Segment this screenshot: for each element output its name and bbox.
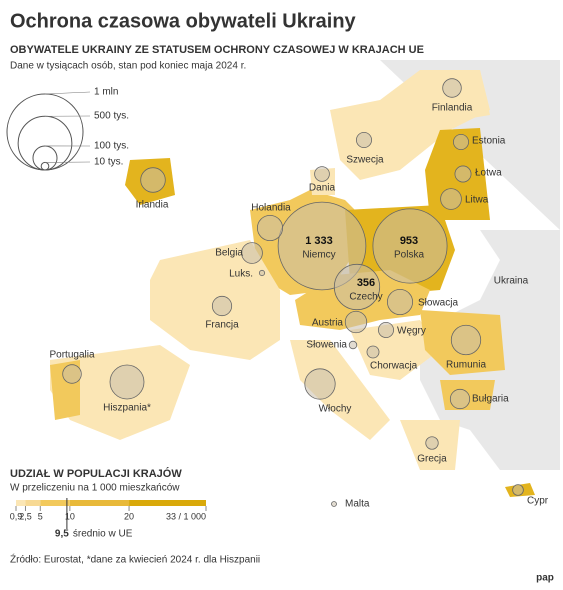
country-label: Francja: [205, 320, 239, 331]
region-label: Ukraina: [494, 276, 529, 287]
subtitle: OBYWATELE UKRAINY ZE STATUSEM OCHRONY CZ…: [10, 44, 424, 56]
country-label: Belgia: [215, 248, 243, 259]
country-label: Czechy: [349, 292, 382, 303]
scale-label: 5: [38, 511, 43, 521]
country-bubble: [314, 166, 330, 182]
title: Ochrona czasowa obywateli Ukrainy: [10, 10, 357, 32]
average-value: 9,5: [55, 529, 69, 540]
country-bubble: [512, 484, 524, 496]
country-bubble: [331, 501, 337, 507]
country-bubble: [450, 324, 482, 356]
country-bubble: [140, 167, 166, 193]
country-label: Malta: [345, 499, 370, 510]
note: Dane w tysiącach osób, stan pod koniec m…: [10, 61, 246, 72]
country-bubble: [258, 269, 266, 277]
country-bubble: [241, 242, 263, 264]
logo: pap: [536, 573, 554, 584]
scale-label: 0,9: [10, 511, 23, 521]
country-value: 1 333: [305, 235, 333, 247]
country-label: Chorwacja: [370, 361, 418, 372]
size-legend-label: 500 tys.: [94, 111, 129, 122]
country-label: Włochy: [319, 404, 352, 415]
source: Źródło: Eurostat, *dane za kwiecień 2024…: [10, 553, 260, 566]
country-value: 356: [357, 277, 375, 289]
country-bubble: [377, 321, 394, 338]
country-bubble: [386, 288, 414, 316]
country-bubble: [452, 133, 469, 150]
country-label: Grecja: [417, 454, 447, 465]
country-bubble: [366, 345, 380, 359]
country-bubble: [256, 214, 284, 242]
country-label: Polska: [394, 250, 424, 261]
country-bubble: [454, 165, 472, 183]
country-bubble: [449, 388, 471, 410]
scale-label: 10: [65, 511, 75, 521]
country-label: Szwecja: [346, 155, 384, 166]
country-label: Luks.: [229, 269, 253, 280]
country-label: Bułgaria: [472, 394, 509, 405]
average-text: średnio w UE: [73, 529, 133, 540]
country-label: Austria: [312, 318, 344, 329]
leader-line: [44, 91, 91, 95]
scale-segment: [69, 500, 130, 506]
country-value: 953: [400, 235, 418, 247]
share-legend-subtitle: W przeliczeniu na 1 000 mieszkańców: [10, 483, 180, 494]
country-bubble: [333, 263, 381, 311]
country-label: Łotwa: [475, 168, 502, 179]
size-legend-label: 1 mln: [94, 87, 118, 98]
country-label: Estonia: [472, 136, 506, 147]
scale-label: 2,5: [19, 511, 32, 521]
country-label: Litwa: [465, 195, 489, 206]
size-legend-label: 10 tys.: [94, 157, 123, 168]
country-label: Portugalia: [49, 350, 94, 361]
country-bubble: [440, 188, 462, 210]
country-bubble: [348, 340, 358, 350]
share-legend-title: UDZIAŁ W POPULACJI KRAJÓW: [10, 467, 182, 480]
country-bubble: [425, 436, 439, 450]
country-label: Dania: [309, 183, 336, 194]
country-bubble: [344, 310, 368, 334]
country-label: Cypr: [527, 496, 549, 507]
country-bubble: [277, 201, 367, 291]
country-bubble: [211, 295, 233, 317]
country-bubble: [62, 364, 82, 384]
country-bubble: [304, 368, 336, 400]
scale-label: 20: [124, 511, 134, 521]
country-label: Irlandia: [136, 200, 169, 211]
scale-segment: [25, 500, 41, 506]
country-label: Słowenia: [306, 340, 347, 351]
scale-segment: [129, 500, 206, 506]
scale-segment: [16, 500, 26, 506]
country-bubble: [372, 208, 448, 284]
size-legend-label: 100 tys.: [94, 141, 129, 152]
country-label: Węgry: [397, 326, 426, 337]
country-label: Finlandia: [432, 103, 473, 114]
country-label: Słowacja: [418, 298, 458, 309]
country-label: Niemcy: [302, 250, 335, 261]
country-label: Holandia: [251, 203, 291, 214]
country-bubble: [355, 131, 372, 148]
country-bubble: [109, 364, 145, 400]
country-bubble: [442, 78, 462, 98]
scale-segment: [40, 500, 70, 506]
scale-label: 33 / 1 000: [166, 511, 206, 521]
country-label: Rumunia: [446, 360, 486, 371]
country-label: Hiszpania*: [103, 403, 151, 414]
